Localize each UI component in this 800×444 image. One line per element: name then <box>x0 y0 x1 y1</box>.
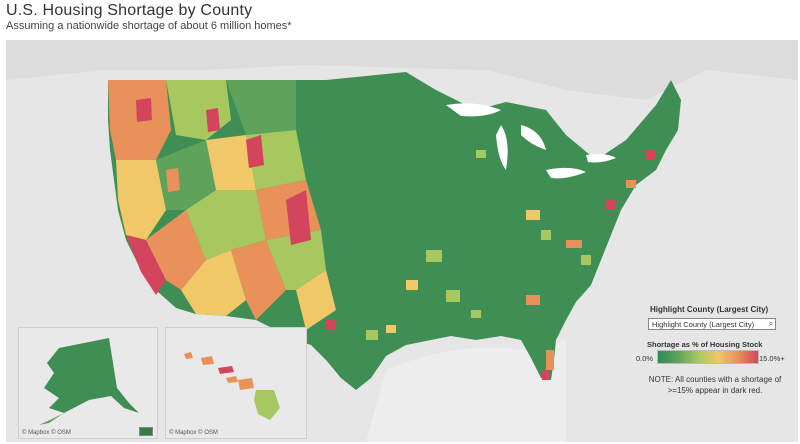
hawaii-attribution: © Mapbox © OSM <box>169 430 218 436</box>
alaska-county-swatch <box>139 427 153 436</box>
highlight-county-input[interactable]: Highlight County (Largest City) <box>648 318 776 330</box>
legend-min-label: 0.0% <box>636 354 654 363</box>
highlight-title: Highlight County (Largest City) <box>650 305 769 314</box>
alaska-inset[interactable]: © Mapbox © OSM <box>18 327 158 439</box>
note-line-1: NOTE: All counties with a shortage of <box>648 375 782 384</box>
canada-land <box>6 40 798 100</box>
alaska-map <box>39 338 139 425</box>
hawaii-map <box>184 352 280 420</box>
alaska-attribution: © Mapbox © OSM <box>22 430 71 436</box>
hawaii-inset[interactable]: © Mapbox © OSM <box>165 327 307 439</box>
chart-subtitle: Assuming a nationwide shortage of about … <box>6 20 292 32</box>
east-highlights <box>326 150 656 380</box>
west-region <box>108 80 336 330</box>
gulf-water <box>366 340 566 442</box>
legend-color-bar <box>657 350 759 364</box>
great-lakes <box>446 103 616 179</box>
note-line-2: >=15% appear in dark red. <box>667 386 763 395</box>
legend-note: NOTE: All counties with a shortage of >=… <box>640 374 790 396</box>
map-canvas[interactable] <box>6 40 798 442</box>
search-icon[interactable]: ⌕ <box>768 319 774 328</box>
legend-max-label: 15.0%+ <box>759 354 785 363</box>
chart-title: U.S. Housing Shortage by County <box>6 2 253 19</box>
legend-title: Shortage as % of Housing Stock <box>647 340 763 349</box>
map-svg <box>6 40 798 442</box>
